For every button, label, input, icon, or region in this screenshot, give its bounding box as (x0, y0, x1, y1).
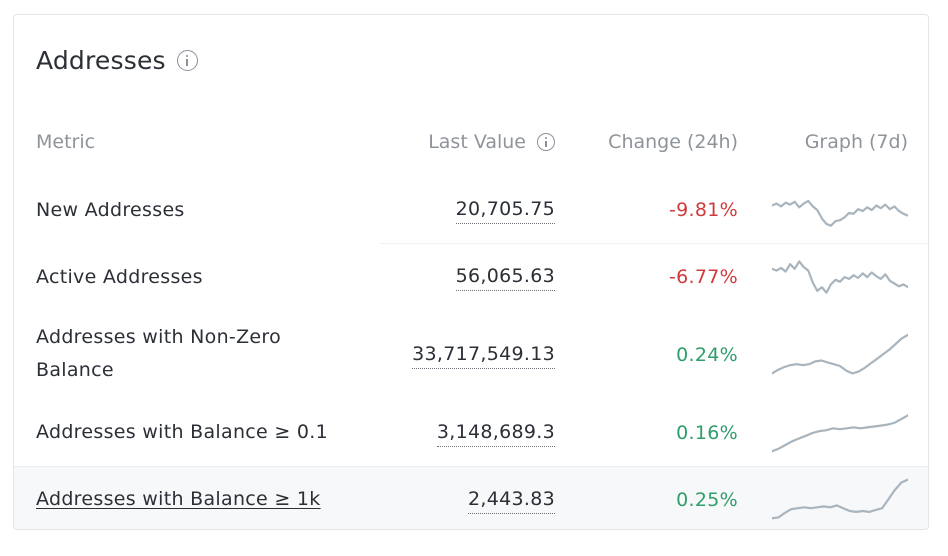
sparkline-path (772, 260, 908, 294)
change-value: -6.77% (668, 266, 738, 288)
card-title: Addresses (36, 46, 198, 75)
table-row: Addresses with Balance ≥ 0.1 3,148,689.3… (14, 400, 928, 466)
addresses-card: Addresses Metric Last Value Change (24h)… (13, 14, 929, 530)
sparkline-path (772, 199, 908, 227)
table-row: New Addresses 20,705.75 -9.81% (14, 177, 928, 243)
info-icon[interactable] (537, 133, 555, 151)
metric-label: Addresses with Balance ≥ 0.1 (36, 421, 329, 443)
column-header-metric: Metric (36, 131, 96, 153)
last-value[interactable]: 20,705.75 (455, 196, 555, 224)
sparkline-path (772, 478, 908, 520)
sparkline-chart (772, 260, 908, 294)
sparkline-chart (772, 333, 908, 375)
last-value[interactable]: 56,065.63 (455, 263, 555, 291)
column-header-last-value-label: Last Value (428, 131, 526, 153)
column-header-last-value: Last Value (428, 131, 555, 153)
change-value: -9.81% (668, 199, 738, 221)
metric-link[interactable]: Addresses with Balance ≥ 1k (36, 488, 321, 510)
sparkline-chart (772, 199, 908, 227)
column-header-graph: Graph (7d) (804, 131, 908, 153)
sparkline-chart (772, 478, 908, 520)
metric-label: New Addresses (36, 199, 185, 221)
column-header-change: Change (24h) (608, 131, 738, 153)
change-value: 0.24% (676, 344, 738, 366)
last-value[interactable]: 33,717,549.13 (412, 341, 555, 369)
table-row: Addresses with Non-Zero Balance 33,717,5… (14, 311, 928, 399)
change-value: 0.25% (676, 489, 738, 511)
table-row[interactable]: Addresses with Balance ≥ 1k 2,443.83 0.2… (14, 466, 928, 529)
table-row: Active Addresses 56,065.63 -6.77% (14, 244, 928, 310)
sparkline-path (772, 414, 908, 453)
card-title-text: Addresses (36, 46, 166, 75)
sparkline-chart (772, 414, 908, 453)
sparkline-path (772, 333, 908, 375)
metric-label: Addresses with Non-Zero Balance (36, 326, 282, 381)
table-header: Metric Last Value Change (24h) Graph (7d… (14, 127, 928, 161)
info-icon[interactable] (176, 50, 198, 71)
change-value: 0.16% (676, 422, 738, 444)
row-divider (380, 243, 928, 244)
last-value[interactable]: 2,443.83 (467, 486, 555, 514)
last-value[interactable]: 3,148,689.3 (436, 419, 555, 447)
metric-label: Active Addresses (36, 266, 203, 288)
